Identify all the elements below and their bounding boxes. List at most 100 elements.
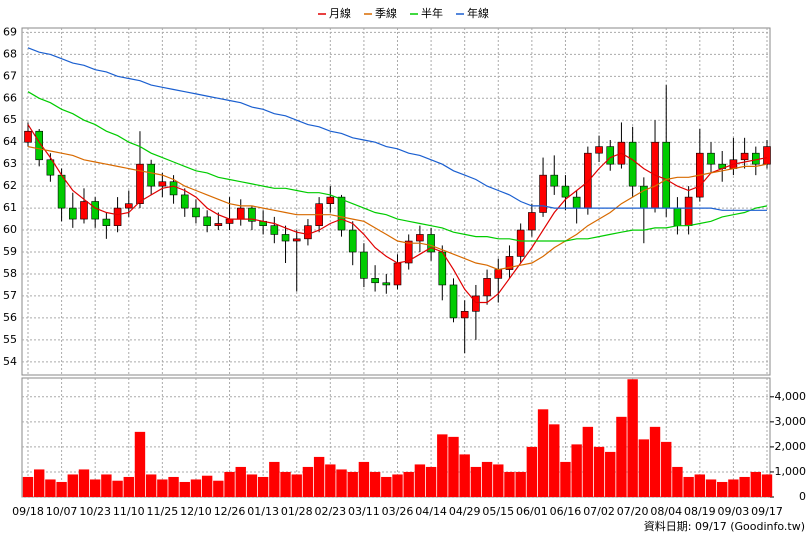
- legend-label: 季線: [375, 6, 397, 20]
- x-tick-label: 12/26: [214, 505, 246, 518]
- volume-bar: [246, 474, 258, 497]
- candle-body: [438, 251, 447, 286]
- candle-body: [270, 225, 279, 235]
- volume-bar: [291, 474, 302, 497]
- candle-body: [360, 251, 368, 279]
- candle-body: [684, 196, 693, 226]
- volume-bar: [672, 466, 683, 497]
- candle-body: [550, 174, 559, 187]
- y-tick-label: 57: [3, 289, 17, 302]
- candle-body: [662, 141, 671, 209]
- candle-body: [595, 146, 603, 154]
- y-tick-label: 62: [3, 179, 17, 192]
- candle-body: [483, 278, 491, 297]
- legend-label: 年線: [467, 6, 489, 20]
- volume-bar: [616, 416, 627, 497]
- volume-bar: [593, 446, 605, 497]
- candle-body: [382, 282, 391, 286]
- x-tick-label: 08/04: [650, 505, 682, 518]
- volume-bar: [481, 461, 493, 497]
- volume-bar: [683, 476, 694, 497]
- candle-body: [337, 196, 346, 231]
- volume-bar: [392, 474, 403, 497]
- ma-line: [27, 91, 768, 242]
- volume-bar: [302, 466, 314, 497]
- candle-body: [124, 203, 133, 209]
- candle-body: [326, 196, 335, 204]
- volume-bar: [381, 476, 392, 497]
- x-tick-label: 01/13: [247, 505, 279, 518]
- x-tick-label: 11/25: [147, 505, 179, 518]
- candle-body: [46, 159, 55, 176]
- candle-body: [281, 234, 290, 242]
- volume-bar: [112, 480, 123, 497]
- volume-bar: [425, 466, 437, 497]
- y-tick-label: 66: [3, 91, 17, 104]
- volume-bar: [313, 456, 325, 497]
- y2-tick-label: 1,000: [775, 465, 807, 478]
- volume-bar: [414, 464, 426, 497]
- volume-bar: [269, 461, 280, 497]
- volume-bar: [549, 424, 560, 497]
- legend-label: 月線: [329, 6, 351, 20]
- candle-body: [236, 207, 245, 220]
- volume-bar: [728, 479, 739, 497]
- x-tick-label: 03/26: [382, 505, 414, 518]
- y-tick-label: 67: [3, 69, 17, 82]
- source-note: 資料日期: 09/17 (Goodinfo.tw): [644, 519, 805, 533]
- x-tick-label: 06/16: [550, 505, 582, 518]
- volume-bar: [168, 476, 179, 497]
- candle-body: [102, 218, 111, 226]
- volume-bar: [45, 479, 56, 497]
- candle-body: [136, 163, 144, 204]
- volume-bar: [504, 471, 515, 497]
- y-tick-label: 65: [3, 113, 17, 126]
- candle-body: [248, 207, 256, 222]
- y-tick-label: 63: [3, 157, 17, 170]
- candle-body: [404, 240, 413, 264]
- volume-bar: [235, 466, 246, 497]
- volume-bar: [78, 469, 90, 497]
- y2-tick-label: 3,000: [775, 415, 807, 428]
- volume-bar: [347, 471, 358, 497]
- volume-bar: [470, 466, 482, 497]
- candle-body: [494, 269, 503, 279]
- volume-bar: [157, 479, 168, 497]
- candle-body: [763, 146, 771, 165]
- volume-bar: [201, 475, 213, 497]
- y-tick-label: 56: [3, 311, 17, 324]
- volume-bar: [145, 474, 157, 497]
- candle-body: [169, 181, 178, 196]
- x-tick-label: 09/17: [751, 505, 783, 518]
- volume-bar: [257, 476, 269, 497]
- candle-body: [225, 218, 234, 224]
- candle-body: [304, 225, 312, 240]
- candle-body: [80, 201, 88, 220]
- y2-tick-label: 4,000: [775, 390, 807, 403]
- candle-body: [24, 130, 32, 143]
- candle-body: [673, 207, 682, 226]
- volume-bar: [750, 471, 762, 497]
- x-tick-label: 07/20: [617, 505, 649, 518]
- volume-bar: [761, 474, 773, 497]
- x-tick-label: 07/02: [583, 505, 615, 518]
- y-tick-label: 69: [3, 25, 17, 38]
- volume-bar: [213, 480, 224, 497]
- volume-bar: [134, 431, 146, 497]
- volume-bar: [437, 434, 448, 497]
- volume-bar: [358, 461, 370, 497]
- y-tick-label: 58: [3, 267, 17, 280]
- candle-body: [180, 194, 189, 209]
- volume-bar: [179, 481, 190, 497]
- x-tick-label: 03/11: [348, 505, 380, 518]
- volume-bar: [190, 479, 202, 497]
- candle-body: [292, 238, 301, 242]
- volume-bar: [571, 444, 582, 497]
- x-tick-label: 08/19: [684, 505, 716, 518]
- volume-bar: [560, 461, 571, 497]
- candle-body: [707, 152, 715, 165]
- candle-body: [528, 212, 536, 231]
- candle-body: [203, 216, 211, 226]
- candle-body: [91, 201, 99, 220]
